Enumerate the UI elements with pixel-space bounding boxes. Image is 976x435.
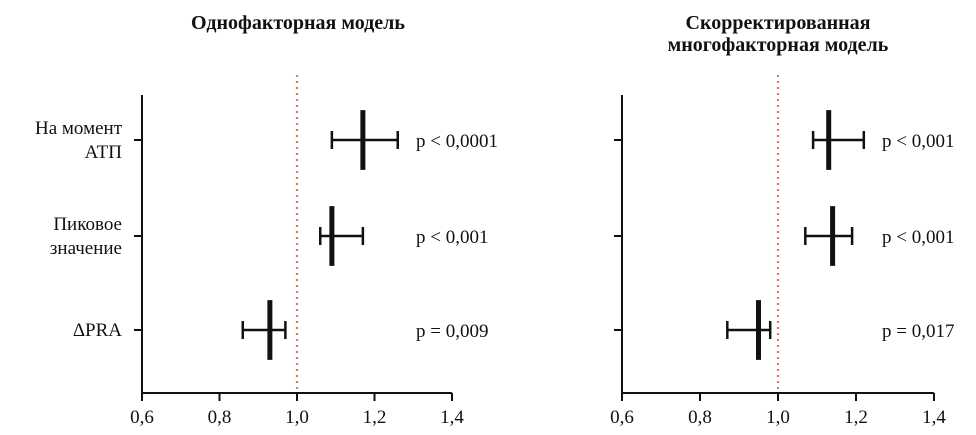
x-tick-label: 1,2 — [363, 407, 387, 428]
p-value-label: p = 0,017 — [882, 321, 954, 342]
chart-title-line-1: Скорректированная — [686, 12, 871, 34]
y-category-label: На момент — [35, 118, 123, 139]
x-tick-label: 1,0 — [766, 407, 790, 428]
x-tick-label: 0,6 — [610, 407, 634, 428]
x-tick-label: 1,0 — [285, 407, 309, 428]
p-value-label: p < 0,001 — [882, 227, 954, 248]
p-value-label: p < 0,001 — [882, 131, 954, 152]
y-category-label: ΔPRA — [73, 320, 122, 341]
chart-title-line-2: многофакторная модель — [668, 34, 889, 56]
x-tick-label: 1,4 — [440, 407, 464, 428]
p-value-label: p < 0,0001 — [416, 131, 498, 152]
x-tick-label: 0,8 — [688, 407, 712, 428]
x-tick-label: 0,8 — [208, 407, 232, 428]
chart-title-line-1: Однофакторная модель — [191, 12, 405, 34]
x-tick-label: 1,2 — [844, 407, 868, 428]
x-tick-label: 0,6 — [130, 407, 154, 428]
x-tick-label: 1,4 — [922, 407, 946, 428]
p-value-label: p = 0,009 — [416, 321, 488, 342]
p-value-label: p < 0,001 — [416, 227, 488, 248]
forest-panel-1: Однофакторная модель 0,6 0,8 1,0 1,2 1,4 На мо… — [35, 12, 498, 428]
y-category-label: значение — [50, 238, 122, 259]
y-category-label: Пиковое — [53, 214, 122, 235]
y-category-label: АТП — [85, 142, 123, 163]
